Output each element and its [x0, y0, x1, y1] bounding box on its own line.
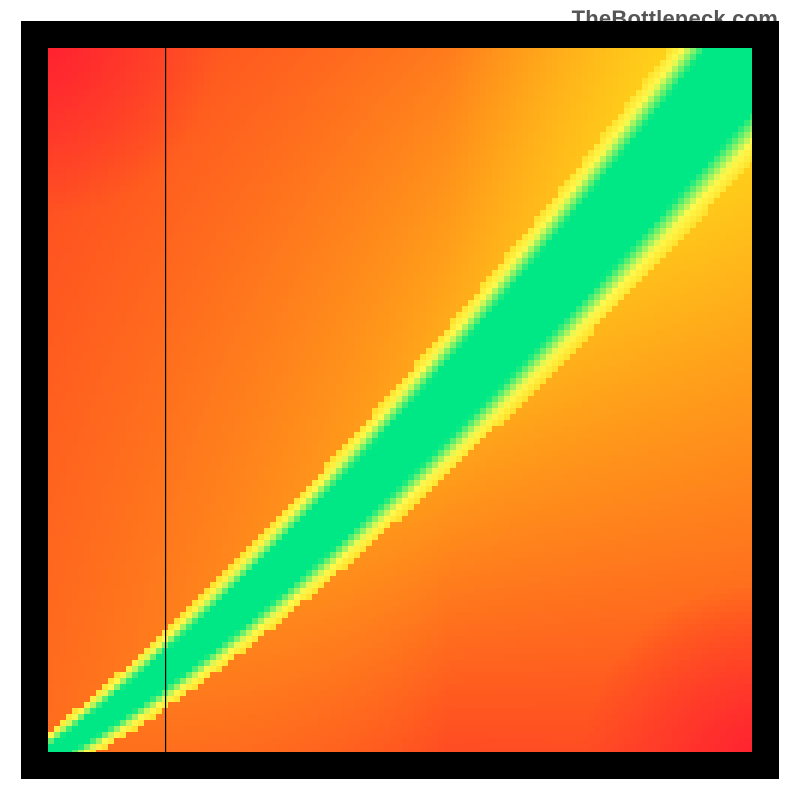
chart-container: TheBottleneck.com	[0, 0, 800, 800]
marker-dot	[162, 760, 170, 768]
heatmap-cells	[36, 36, 769, 769]
heatmap-svg	[0, 0, 800, 800]
